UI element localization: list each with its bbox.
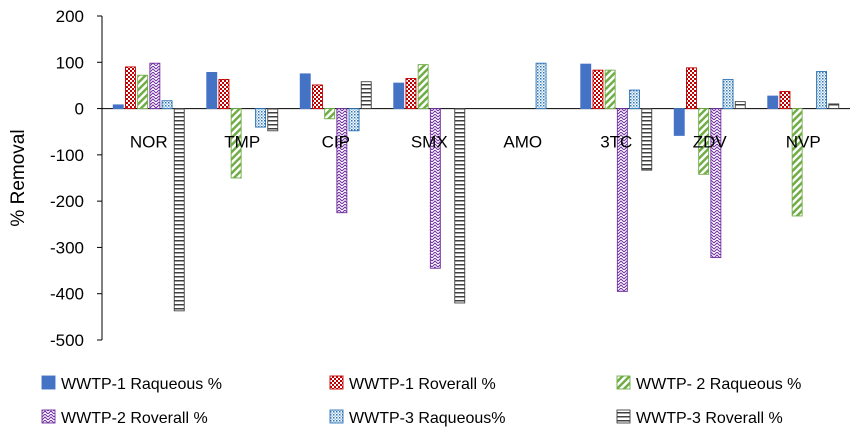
- bar-zdv-series-2: [686, 67, 697, 110]
- bar-cip-series-3: [324, 108, 336, 120]
- legend-label-series-3: WWTP- 2 Raqueous %: [636, 376, 801, 393]
- legend-swatch-series-6: [616, 409, 631, 424]
- axis-layer: 200 100 0 -100 -200 -300 -400 -500 % Removal: [8, 7, 850, 350]
- category-label-3tc: 3TC: [600, 133, 632, 152]
- bar-zdv-series-4: [710, 108, 722, 259]
- legend-label-series-2: WWTP-1 Roverall %: [349, 376, 496, 393]
- bar-3tc-series-3: [604, 69, 616, 110]
- legend-swatch-series-4: [41, 409, 56, 424]
- bar-smx-series-1: [393, 82, 405, 110]
- bars-layer: [112, 62, 840, 312]
- y-tick-label: -400: [50, 285, 84, 304]
- bar-nor-series-3: [137, 74, 149, 110]
- bar-smx-series-4: [429, 108, 441, 269]
- y-tick-label: -300: [50, 238, 84, 257]
- bar-nor-series-4: [149, 62, 161, 110]
- category-label-cip: CIP: [322, 133, 350, 152]
- bar-zdv-series-1: [673, 108, 685, 136]
- category-label-tmp: TMP: [224, 133, 260, 152]
- category-labels-layer: NOR TMP CIP SMX AMO 3TC ZDV NVP: [130, 133, 821, 152]
- bar-nor-series-2: [124, 66, 136, 110]
- bar-tmp-series-5: [255, 108, 267, 128]
- bar-zdv-series-6: [734, 101, 746, 110]
- bar-cip-series-6: [360, 81, 372, 110]
- bar-nvp-series-2: [779, 90, 791, 110]
- bar-smx-series-2: [405, 78, 417, 110]
- bar-nor-series-5: [161, 100, 173, 110]
- bar-3tc-series-4: [616, 108, 628, 292]
- y-tick-label: -100: [50, 146, 84, 165]
- bar-tmp-series-1: [206, 72, 218, 110]
- legend-swatch-series-1: [41, 375, 56, 390]
- y-tick-label: 0: [75, 100, 84, 119]
- bar-smx-series-6: [454, 108, 466, 304]
- bar-nvp-series-1: [767, 95, 779, 110]
- legend-swatch-series-3: [616, 375, 631, 390]
- bar-smx-series-3: [417, 64, 429, 110]
- bar-nvp-series-6: [828, 103, 840, 110]
- bar-nvp-series-3: [791, 108, 803, 217]
- bar-amo-series-5: [535, 62, 547, 110]
- bar-nor-series-1: [112, 104, 124, 110]
- category-label-smx: SMX: [411, 133, 448, 152]
- bar-nor-series-6: [173, 108, 185, 312]
- bar-zdv-series-5: [722, 78, 734, 110]
- category-label-zdv: ZDV: [693, 133, 728, 152]
- bar-tmp-series-3: [230, 108, 242, 179]
- legend-label-series-4: WWTP-2 Roverall %: [61, 410, 208, 427]
- y-tick-label: 100: [56, 53, 84, 72]
- y-tick-label: -500: [50, 331, 84, 350]
- bar-3tc-series-6: [641, 108, 653, 171]
- bar-3tc-series-1: [580, 63, 592, 110]
- category-label-nvp: NVP: [786, 133, 821, 152]
- legend-swatch-series-5: [329, 409, 344, 424]
- bar-cip-series-5: [348, 108, 360, 132]
- bar-zdv-series-3: [698, 108, 710, 175]
- category-label-nor: NOR: [130, 133, 168, 152]
- legend-label-series-5: WWTP-3 Raqueous%: [349, 410, 506, 427]
- y-axis-title: % Removal: [8, 129, 29, 226]
- legend: WWTP-1 Raqueous % WWTP-1 Roverall % WWTP- …: [41, 375, 801, 427]
- legend-swatch-series-2: [329, 375, 344, 390]
- bar-tmp-series-6: [267, 108, 279, 132]
- bar-cip-series-1: [299, 73, 311, 110]
- bar-cip-series-4: [336, 108, 348, 214]
- legend-label-series-1: WWTP-1 Raqueous %: [61, 376, 222, 393]
- bar-3tc-series-5: [629, 89, 640, 110]
- bar-tmp-series-2: [218, 78, 230, 110]
- category-label-amo: AMO: [503, 133, 542, 152]
- bar-cip-series-2: [312, 84, 323, 110]
- y-tick-label: 200: [56, 7, 84, 26]
- bar-nvp-series-5: [816, 71, 827, 110]
- y-tick-label: -200: [50, 192, 84, 211]
- bar-3tc-series-2: [592, 69, 604, 110]
- legend-label-series-6: WWTP-3 Roverall %: [636, 410, 783, 427]
